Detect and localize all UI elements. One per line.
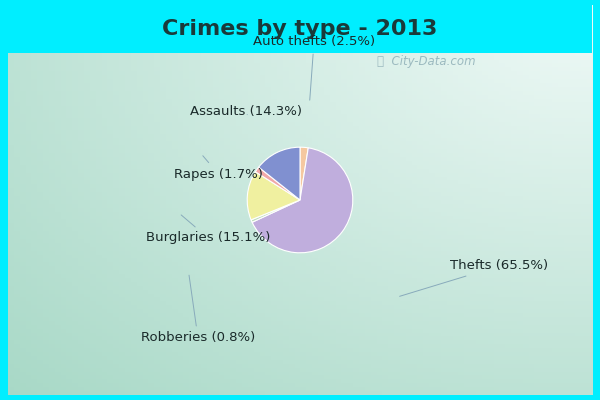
Text: ⓘ  City-Data.com: ⓘ City-Data.com bbox=[377, 56, 475, 68]
Text: Burglaries (15.1%): Burglaries (15.1%) bbox=[146, 215, 271, 244]
Wedge shape bbox=[252, 148, 353, 253]
Wedge shape bbox=[247, 172, 300, 220]
Text: Robberies (0.8%): Robberies (0.8%) bbox=[141, 275, 255, 344]
Text: Thefts (65.5%): Thefts (65.5%) bbox=[400, 260, 548, 296]
Wedge shape bbox=[256, 167, 300, 200]
Wedge shape bbox=[251, 200, 300, 222]
Wedge shape bbox=[259, 147, 300, 200]
Text: Assaults (14.3%): Assaults (14.3%) bbox=[190, 106, 302, 118]
Text: Rapes (1.7%): Rapes (1.7%) bbox=[174, 156, 263, 180]
Text: Crimes by type - 2013: Crimes by type - 2013 bbox=[163, 19, 437, 39]
Wedge shape bbox=[300, 147, 308, 200]
Text: Auto thefts (2.5%): Auto thefts (2.5%) bbox=[253, 36, 375, 100]
